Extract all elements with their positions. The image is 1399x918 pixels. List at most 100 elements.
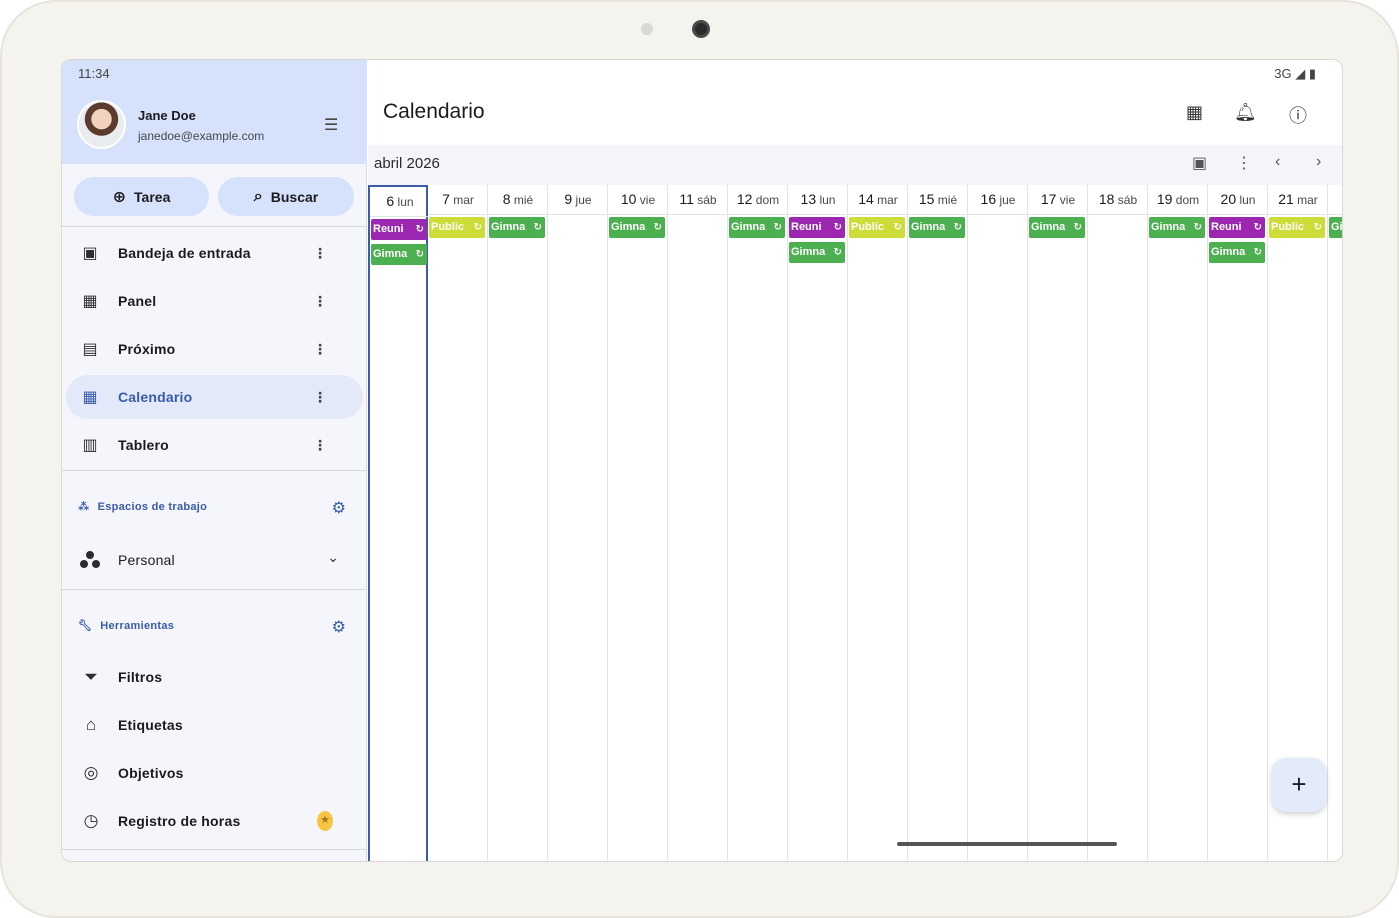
tool-item-time-log[interactable]: ◷ Registro de horas ★ <box>66 799 363 843</box>
dashboard-icon: ▦ <box>82 293 98 310</box>
add-task-icon: ⊕ <box>112 188 127 206</box>
tools-settings-gear-icon[interactable]: ⚙ <box>331 619 346 636</box>
event-chip[interactable]: Reuni ↻ <box>1209 217 1265 238</box>
workspace-selector[interactable]: Personal ⌄ <box>62 545 367 575</box>
navigation-drawer: 11:34 Jane Doe janedoe@example.com ☰ ⊕ T… <box>62 60 367 861</box>
day-column[interactable]: 20 lun Reuni ↻ Gimna ↻ <box>1208 185 1268 861</box>
new-task-button[interactable]: ⊕ Tarea <box>74 177 209 216</box>
tool-item-label: Filtros <box>118 669 163 685</box>
repeat-icon: ↻ <box>773 222 782 233</box>
tools-heading: 🔧︎ Herramientas <box>78 619 174 633</box>
nav-item-upcoming[interactable]: ▤ Próximo ⋮ <box>66 327 363 371</box>
chevron-left-icon[interactable]: ‹ <box>1275 153 1281 170</box>
status-network: 3G ◢ ▮ <box>1274 66 1316 82</box>
event-chip[interactable]: Reuni ↻ <box>371 219 427 240</box>
nav-item-inbox[interactable]: ▣ Bandeja de entrada ⋮ <box>66 231 363 275</box>
chevron-right-icon[interactable]: › <box>1316 153 1322 170</box>
event-chip[interactable]: Gimna ↻ <box>489 217 545 238</box>
day-of-week: dom <box>752 193 780 207</box>
event-title: Reuni <box>373 223 404 235</box>
repeat-icon: ↻ <box>1253 247 1262 258</box>
event-chip[interactable]: Gimna ↻ <box>1209 242 1265 263</box>
event-title: Gimna <box>611 221 646 233</box>
event-chip[interactable]: Gimna ↻ <box>371 244 427 265</box>
day-column[interactable]: 18 sáb <box>1088 185 1148 861</box>
tool-item-filters[interactable]: ⏷ Filtros <box>66 655 363 699</box>
day-of-week: lun <box>394 195 414 209</box>
day-of-week: sáb <box>1114 193 1138 207</box>
day-column[interactable]: 21 mar Public ↻ <box>1268 185 1328 861</box>
event-chip[interactable]: Public ↻ <box>429 217 485 238</box>
day-header: 19 dom <box>1148 185 1208 215</box>
today-calendar-icon[interactable]: ▣ <box>1192 155 1208 172</box>
day-column[interactable]: 16 jue <box>968 185 1028 861</box>
day-header: 9 jue <box>548 185 608 215</box>
event-chip[interactable]: Gi <box>1329 217 1342 238</box>
day-column[interactable]: 13 lun Reuni ↻ Gimna ↻ <box>788 185 848 861</box>
more-options-icon[interactable]: ⋮ <box>313 292 327 309</box>
add-event-button[interactable]: + <box>1272 758 1326 812</box>
event-chip[interactable]: Gimna ↻ <box>909 217 965 238</box>
nav-item-calendar[interactable]: ▦ Calendario ⋮ <box>66 375 363 419</box>
day-column[interactable]: 11 sáb <box>668 185 728 861</box>
divider <box>62 470 367 471</box>
calendar-grid: 6 lun Reuni ↻ Gimna ↻ 7 mar Public ↻ 8 mié Gimna ↻… <box>368 185 1342 861</box>
calendar-icon: ▦ <box>82 389 98 406</box>
search-button[interactable]: ⌕ Buscar <box>218 177 354 216</box>
collapse-menu-icon[interactable]: ☰ <box>324 117 339 134</box>
more-options-icon[interactable]: ⋮ <box>313 388 327 405</box>
day-column[interactable]: 2 Gi <box>1328 185 1342 861</box>
repeat-icon: ↻ <box>1193 222 1202 233</box>
tag-icon: ⌂ <box>85 715 97 734</box>
repeat-icon: ↻ <box>473 222 482 233</box>
nav-item-panel[interactable]: ▦ Panel ⋮ <box>66 279 363 323</box>
tool-item-tags[interactable]: ⌂ Etiquetas <box>66 703 363 747</box>
day-column[interactable]: 6 lun Reuni ↻ Gimna ↻ <box>368 185 430 861</box>
workspaces-settings-gear-icon[interactable]: ⚙ <box>331 500 346 517</box>
search-icon: ⌕ <box>253 187 263 205</box>
event-chip[interactable]: Gimna ↻ <box>1149 217 1205 238</box>
event-title: Public <box>851 221 885 233</box>
more-options-icon[interactable]: ⋮ <box>313 244 327 261</box>
nav-item-board[interactable]: ▥ Tablero ⋮ <box>66 423 363 467</box>
repeat-icon: ↻ <box>533 222 542 233</box>
repeat-icon: ↻ <box>1313 222 1322 233</box>
event-chip[interactable]: Gimna ↻ <box>729 217 785 238</box>
day-column[interactable]: 10 vie Gimna ↻ <box>608 185 668 861</box>
signal-icon: ◢ <box>1295 66 1306 81</box>
upcoming-icon: ▤ <box>82 341 98 358</box>
repeat-icon: ↻ <box>953 222 962 233</box>
event-chip[interactable]: Public ↻ <box>1269 217 1325 238</box>
day-column[interactable]: 7 mar Public ↻ <box>428 185 488 861</box>
day-column[interactable]: 15 mié Gimna ↻ <box>908 185 968 861</box>
bell-icon[interactable]: 🔔︎ <box>1234 102 1257 122</box>
nav-item-label: Tablero <box>118 437 169 453</box>
day-column[interactable]: 19 dom Gimna ↻ <box>1148 185 1208 861</box>
day-of-week: mar <box>1293 193 1318 207</box>
day-column[interactable]: 17 vie Gimna ↻ <box>1028 185 1088 861</box>
page-title: Calendario <box>383 100 485 123</box>
event-chip[interactable]: Reuni ↻ <box>789 217 845 238</box>
more-options-icon[interactable]: ⋮ <box>313 340 327 357</box>
workspaces-heading-label: Espacios de trabajo <box>97 500 208 513</box>
divider <box>62 849 367 850</box>
day-column[interactable]: 12 dom Gimna ↻ <box>728 185 788 861</box>
chevron-down-icon[interactable]: ⌄ <box>327 549 339 565</box>
more-options-icon[interactable]: ⋮ <box>313 436 327 453</box>
event-chip[interactable]: Gimna ↻ <box>609 217 665 238</box>
avatar[interactable] <box>77 100 126 149</box>
more-options-icon[interactable]: ⋮ <box>1236 155 1252 172</box>
event-chip[interactable]: Gimna ↻ <box>1029 217 1085 238</box>
user-email: janedoe@example.com <box>138 129 265 143</box>
day-column[interactable]: 14 mar Public ↻ <box>848 185 908 861</box>
tool-item-goals[interactable]: ◎ Objetivos <box>66 751 363 795</box>
day-column[interactable]: 9 jue <box>548 185 608 861</box>
clock-icon: ◷ <box>83 811 99 830</box>
layout-icon[interactable]: ▦ <box>1186 102 1204 122</box>
day-of-week: dom <box>1172 193 1200 207</box>
help-icon[interactable]: ⓘ <box>1289 106 1307 126</box>
tool-item-label: Registro de horas <box>118 813 241 829</box>
event-chip[interactable]: Gimna ↻ <box>789 242 845 263</box>
day-column[interactable]: 8 mié Gimna ↻ <box>488 185 548 861</box>
event-chip[interactable]: Public ↻ <box>849 217 905 238</box>
